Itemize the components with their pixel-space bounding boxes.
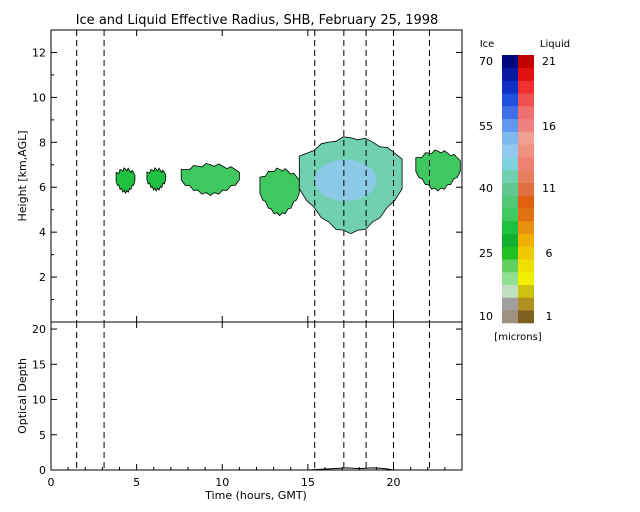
- colorbar-swatch: [502, 93, 518, 107]
- colorbar-swatch: [518, 106, 534, 120]
- height-tick-label: 4: [39, 226, 46, 239]
- height-tick-label: 6: [39, 181, 46, 194]
- optical-depth-tick-label: 15: [32, 358, 46, 371]
- time-tick-label: 0: [48, 476, 55, 489]
- optical-depth-axis-label: Optical Depth: [16, 358, 29, 434]
- time-markers: [76, 30, 430, 322]
- cloud-regions: [115, 136, 461, 235]
- colorbar-swatch: [502, 284, 518, 298]
- colorbar-swatch: [502, 208, 518, 222]
- height-tick-label: 2: [39, 271, 46, 284]
- colorbar-liquid-scale: [518, 55, 534, 324]
- time-tick-label: 15: [301, 476, 315, 489]
- optical-depth-tick-label: 10: [32, 394, 46, 407]
- colorbar-swatch: [518, 131, 534, 145]
- colorbar-liquid-tick-label: 16: [542, 120, 556, 133]
- colorbar-swatch: [502, 118, 518, 132]
- time-tick-label: 20: [387, 476, 401, 489]
- colorbar-ice-tick-label: 55: [479, 120, 493, 133]
- colorbar-units: [microns]: [494, 332, 541, 343]
- radius-panel: 2 4 6 8 10 12 Height [km,AGL]: [16, 29, 463, 323]
- colorbar-liquid-tick-label: 21: [542, 55, 556, 68]
- colorbar-liquid-title: Liquid: [540, 39, 570, 50]
- colorbar-swatch: [502, 80, 518, 94]
- optical-depth-tick-label: 5: [39, 429, 46, 442]
- colorbar-swatch: [502, 310, 518, 324]
- optical-depth-panel-frame: [50, 321, 463, 471]
- colorbar-swatch: [502, 106, 518, 120]
- colorbar-liquid-tick-label: 11: [542, 182, 556, 195]
- colorbar-ice-scale: [502, 55, 518, 324]
- colorbar-liquid-ticks: 21 16 11 6 1: [542, 55, 556, 323]
- colorbar-ice-ticks: 70 55 40 25 10: [479, 55, 493, 323]
- colorbar-ice-tick-label: 40: [479, 182, 493, 195]
- colorbar-swatch: [502, 271, 518, 286]
- time-axis-label: Time (hours, GMT): [204, 489, 307, 502]
- colorbar-liquid-tick-label: 6: [546, 247, 553, 260]
- colorbar-swatch: [518, 271, 534, 286]
- colorbar-ice-tick-label: 25: [479, 247, 493, 260]
- colorbar-ice-title: Ice: [480, 39, 495, 50]
- optical-depth-tick-label: 0: [39, 464, 46, 477]
- colorbar-swatch: [518, 297, 534, 311]
- cloud-region: [180, 162, 240, 196]
- colorbar-swatch: [502, 259, 518, 273]
- colorbar-swatch: [518, 259, 534, 273]
- colorbar-swatch: [518, 118, 534, 132]
- height-ticks: 2 4 6 8 10 12: [32, 46, 462, 301]
- height-tick-label: 10: [32, 91, 46, 104]
- colorbar-swatch: [518, 144, 534, 158]
- cloud-region: [115, 167, 136, 195]
- colorbar-swatch: [518, 157, 534, 171]
- optical-depth-ticks: 0 5 10 15 20: [32, 323, 462, 477]
- optical-depth-panel: 0 5 10 15 20 0 5 10 15 20 Optical Depth Time (ho…: [16, 321, 463, 502]
- height-tick-label: 8: [39, 136, 46, 149]
- colorbar-swatch: [502, 220, 518, 234]
- cloud-core: [314, 159, 377, 202]
- colorbar-swatch: [502, 182, 518, 196]
- time-tick-label: 10: [215, 476, 229, 489]
- colorbar-swatch: [518, 80, 534, 94]
- colorbar-swatch: [518, 220, 534, 234]
- colorbar-ice-tick-label: 10: [479, 310, 493, 323]
- colorbar-swatch: [502, 67, 518, 81]
- colorbar-ice-tick-label: 70: [479, 55, 493, 68]
- colorbar-swatch: [518, 67, 534, 81]
- colorbar: Ice Liquid 70 55 40 25 10 21 16 11 6 1 [microns]: [479, 39, 570, 343]
- colorbar-swatch: [518, 93, 534, 107]
- colorbar-swatch: [518, 55, 534, 69]
- cloud-region: [146, 167, 167, 192]
- colorbar-swatch: [518, 208, 534, 222]
- time-tick-label: 5: [133, 476, 140, 489]
- colorbar-swatch: [502, 233, 518, 247]
- colorbar-swatch: [502, 55, 518, 69]
- chart-title: Ice and Liquid Effective Radius, SHB, Fe…: [76, 13, 439, 28]
- cloud-region: [259, 167, 300, 217]
- colorbar-swatch: [518, 310, 534, 324]
- colorbar-swatch: [502, 297, 518, 311]
- colorbar-swatch: [502, 246, 518, 260]
- colorbar-swatch: [502, 131, 518, 145]
- colorbar-swatch: [502, 195, 518, 209]
- time-markers-bottom: [76, 322, 430, 470]
- colorbar-swatch: [518, 284, 534, 298]
- colorbar-swatch: [502, 144, 518, 158]
- colorbar-swatch: [518, 246, 534, 260]
- colorbar-swatch: [518, 233, 534, 247]
- colorbar-swatch: [518, 195, 534, 209]
- colorbar-swatch: [518, 169, 534, 183]
- cloud-region: [415, 149, 461, 192]
- colorbar-liquid-tick-label: 1: [546, 310, 553, 323]
- colorbar-swatch: [502, 169, 518, 183]
- colorbar-swatch: [502, 157, 518, 171]
- height-tick-label: 12: [32, 46, 46, 59]
- colorbar-swatch: [518, 182, 534, 196]
- optical-depth-tick-label: 20: [32, 323, 46, 336]
- height-axis-label: Height [km,AGL]: [16, 130, 29, 221]
